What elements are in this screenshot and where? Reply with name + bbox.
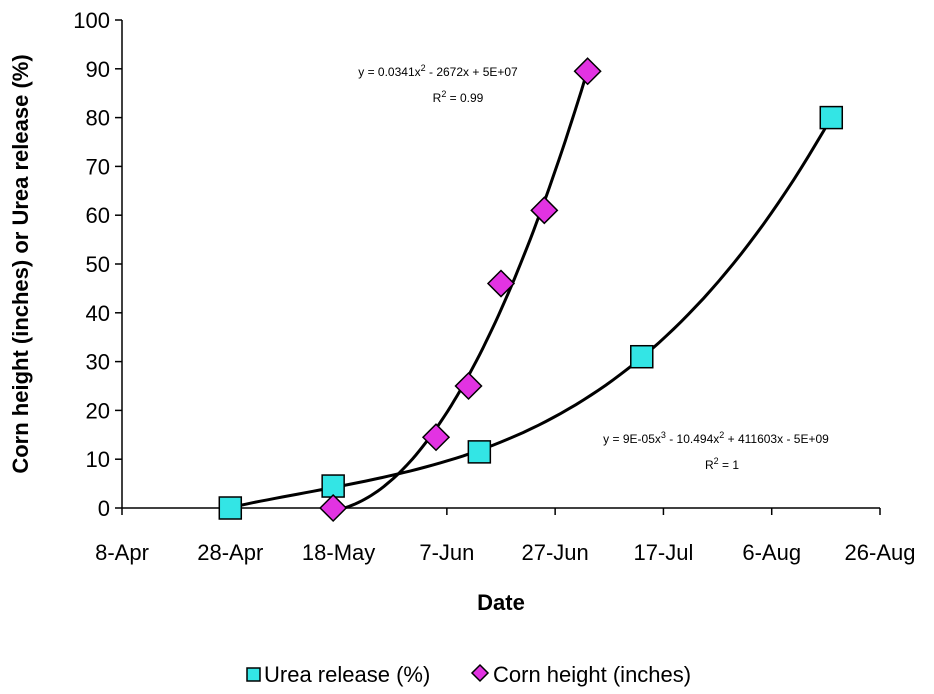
x-tick-label: 26-Aug	[845, 540, 916, 565]
corn-r2-label: R2 = 0.99	[433, 89, 484, 105]
y-ticks: 0 10 20 30 40 50 60 70 80 90 100	[73, 8, 122, 521]
urea-equation-rest: + 411603x - 5E+09	[724, 432, 829, 446]
y-tick-label: 10	[86, 447, 110, 472]
urea-point	[819, 105, 844, 130]
corn-point	[421, 423, 451, 452]
corn-equation-label: y = 0.0341x2 - 2672x + 5E+07	[358, 63, 518, 79]
corn-equation-rest: - 2672x + 5E+07	[426, 65, 518, 79]
y-tick-label: 30	[86, 350, 110, 375]
corn-r2-base: R	[433, 91, 442, 105]
urea-r2-sup: 2	[714, 456, 719, 466]
y-tick-label: 50	[86, 252, 110, 277]
legend-label-corn: Corn height (inches)	[493, 662, 691, 687]
legend-label-urea: Urea release (%)	[264, 662, 430, 687]
corn-r2-rest: = 0.99	[446, 91, 483, 105]
corn-point	[319, 493, 348, 523]
corn-point	[530, 196, 559, 225]
y-tick-label: 60	[86, 203, 110, 228]
urea-point	[630, 344, 654, 369]
urea-r2-base: R	[705, 458, 714, 472]
urea-equation-label: y = 9E-05x3 - 10.494x2 + 411603x - 5E+09	[603, 430, 829, 446]
corn-equation-base: y = 0.0341x	[358, 65, 420, 79]
x-tick-label: 7-Jun	[419, 540, 474, 565]
markers	[218, 57, 844, 523]
corn-point	[486, 269, 516, 298]
corn-equation-sup: 2	[421, 63, 426, 73]
y-tick-label: 40	[86, 301, 110, 326]
urea-point	[321, 474, 345, 498]
corn-point	[454, 371, 483, 401]
x-tick-label: 17-Jul	[633, 540, 693, 565]
x-tick-label: 28-Apr	[197, 540, 263, 565]
y-tick-label: 70	[86, 154, 110, 179]
y-axis-title: Corn height (inches) or Urea release (%)	[8, 54, 33, 473]
x-tick-label: 6-Aug	[742, 540, 801, 565]
x-axis-title: Date	[477, 590, 525, 615]
x-tick-label: 8-Apr	[95, 540, 149, 565]
x-ticks: 8-Apr 28-Apr 18-May 7-Jun 27-Jun 17-Jul 6-Aug 2…	[95, 508, 915, 565]
y-tick-label: 100	[73, 8, 110, 33]
x-tick-label: 27-Jun	[522, 540, 589, 565]
y-tick-label: 80	[86, 106, 110, 131]
urea-point	[467, 440, 492, 464]
urea-r2-rest: = 1	[719, 458, 740, 472]
corn-trendline	[332, 69, 590, 512]
urea-point	[218, 496, 243, 520]
x-tick-label: 18-May	[302, 540, 375, 565]
urea-equation-mid: - 10.494x	[666, 432, 719, 446]
urea-trendline	[229, 116, 833, 509]
urea-r2-label: R2 = 1	[705, 456, 739, 472]
y-tick-label: 90	[86, 57, 110, 82]
legend: Urea release (%) Corn height (inches)	[246, 662, 691, 687]
corn-r2-sup: 2	[441, 89, 446, 99]
y-tick-label: 0	[98, 496, 110, 521]
urea-equation-sup1: 3	[661, 430, 666, 440]
urea-equation-base: y = 9E-05x	[603, 432, 661, 446]
corn-point	[573, 57, 602, 86]
legend-swatch-corn	[470, 663, 490, 683]
urea-equation-sup2: 2	[719, 430, 724, 440]
y-tick-label: 20	[86, 398, 110, 423]
legend-swatch-urea	[246, 667, 261, 682]
